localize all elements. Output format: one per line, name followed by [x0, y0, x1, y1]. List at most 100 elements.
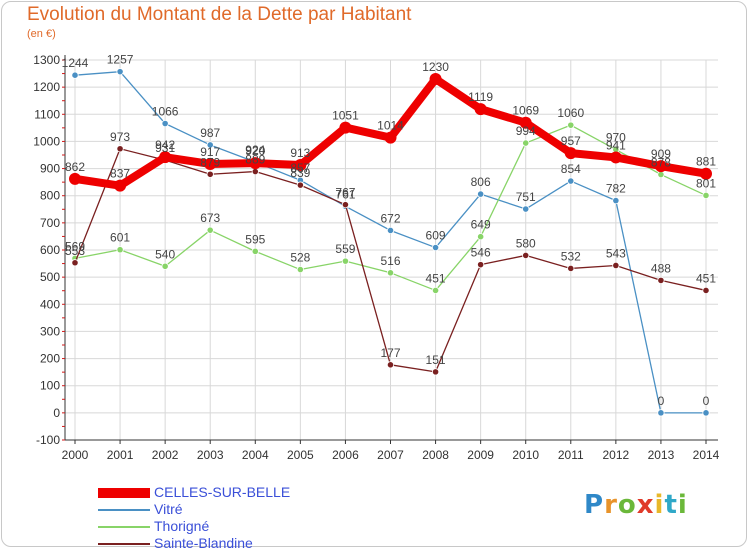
data-point: [116, 68, 124, 76]
x-tick-label: 2009: [467, 448, 494, 462]
data-label: 862: [65, 160, 85, 174]
data-label: 0: [658, 394, 665, 408]
logo-letter: x: [636, 490, 655, 520]
data-label: 543: [606, 246, 626, 260]
data-label: 917: [200, 145, 220, 159]
data-point: [657, 409, 665, 417]
data-label: 931: [155, 141, 175, 155]
legend-item: Sainte-Blandine: [98, 535, 338, 552]
x-tick-label: 2008: [422, 448, 449, 462]
data-point: [700, 167, 712, 180]
data-point: [251, 167, 259, 176]
data-label: 1119: [468, 90, 493, 104]
legend-item: Vitré: [98, 501, 338, 518]
data-label: 924: [245, 143, 265, 157]
data-label: 451: [426, 271, 446, 285]
data-point: [71, 259, 79, 267]
data-label: 782: [606, 182, 626, 196]
data-label: 1060: [557, 106, 584, 120]
legend: CELLES-SUR-BELLE Vitré Thorigné Sainte-Blan…: [98, 484, 338, 552]
y-tick-label: 600: [40, 243, 60, 257]
data-point: [296, 265, 304, 274]
data-label: 881: [696, 155, 716, 169]
legend-swatch: [98, 488, 150, 498]
x-tick-label: 2011: [558, 448, 584, 462]
data-label: 177: [380, 346, 400, 360]
data-label: 751: [516, 190, 536, 204]
legend-swatch: [98, 509, 150, 511]
logo-letter: t: [664, 490, 678, 520]
data-label: 994: [516, 124, 536, 138]
data-point: [206, 226, 214, 234]
data-label: 1230: [422, 60, 449, 74]
y-tick-label: 800: [40, 189, 60, 203]
data-point: [612, 261, 620, 270]
x-tick-label: 2014: [693, 448, 720, 462]
data-label: 920: [245, 144, 265, 158]
data-label: 761: [335, 187, 355, 201]
data-point: [477, 190, 485, 198]
data-point: [564, 147, 577, 160]
data-point: [206, 141, 214, 149]
data-point: [341, 257, 350, 265]
logo-letter: i: [677, 490, 688, 520]
data-label: 516: [380, 254, 400, 268]
data-label: 1051: [332, 109, 359, 123]
data-label: 609: [426, 229, 446, 243]
proxiti-logo: Proxiti: [584, 490, 688, 520]
data-point: [161, 119, 169, 128]
y-tick-label: 200: [40, 352, 60, 366]
y-tick-label: 1200: [33, 80, 60, 94]
y-tick-label: -100: [36, 433, 60, 447]
data-label: 1244: [62, 56, 89, 70]
data-label: 1069: [512, 104, 539, 118]
data-label: 553: [65, 244, 85, 258]
x-tick-label: 2006: [332, 448, 359, 462]
x-tick-label: 2002: [152, 448, 179, 462]
legend-label: Vitré: [154, 501, 183, 517]
data-label: 839: [290, 166, 310, 180]
data-point: [522, 205, 530, 213]
data-point: [567, 264, 575, 273]
x-tick-label: 2004: [242, 448, 269, 462]
data-point: [339, 121, 352, 134]
logo-letter: r: [604, 490, 618, 520]
data-label: 970: [606, 131, 626, 145]
y-tick-label: 100: [40, 379, 60, 393]
data-label: 1014: [377, 119, 404, 133]
data-point: [116, 145, 124, 153]
data-point: [657, 276, 665, 284]
y-tick-label: 500: [40, 270, 60, 284]
data-point: [654, 160, 667, 173]
data-label: 559: [335, 242, 355, 256]
y-tick-label: 1100: [34, 107, 60, 121]
data-label: 488: [651, 261, 671, 275]
data-point: [114, 179, 127, 192]
data-point: [161, 262, 169, 270]
data-point: [431, 286, 440, 295]
logo-letter: i: [654, 490, 665, 520]
data-point: [702, 191, 710, 200]
data-point: [519, 116, 532, 129]
data-label: 987: [200, 126, 220, 140]
data-label: 532: [561, 249, 581, 263]
data-label: 767: [335, 186, 355, 200]
data-point: [204, 157, 217, 170]
data-point: [702, 409, 710, 417]
data-point: [384, 131, 397, 144]
y-tick-label: 0: [53, 406, 60, 420]
data-label: 889: [245, 153, 265, 167]
x-tick-label: 2005: [287, 448, 314, 462]
data-point: [477, 233, 485, 241]
data-label: 672: [380, 211, 400, 225]
data-label: 941: [606, 138, 626, 152]
data-point: [522, 139, 530, 147]
data-label: 601: [110, 231, 130, 245]
data-point: [477, 261, 485, 269]
data-label: 857: [290, 161, 310, 175]
data-point: [386, 269, 395, 277]
data-label: 151: [426, 353, 446, 367]
data-point: [474, 103, 487, 116]
logo-letter: P: [584, 490, 605, 520]
